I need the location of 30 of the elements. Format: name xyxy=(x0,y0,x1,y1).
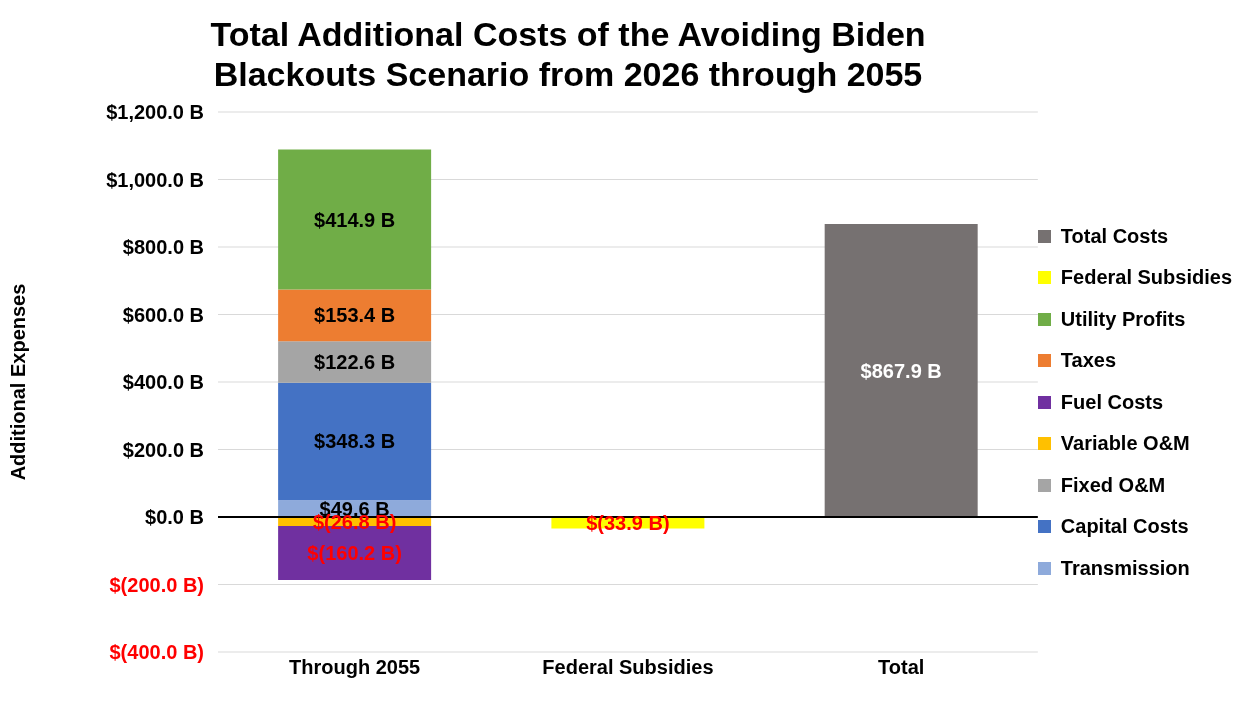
y-tick-label: $0.0 B xyxy=(145,506,204,528)
legend-label: Fixed O&M xyxy=(1060,473,1166,497)
data-label: $(33.9 B) xyxy=(586,511,670,534)
data-label: $867.9 B xyxy=(860,359,942,382)
legend-label: Federal Subsidies xyxy=(1060,266,1232,289)
legend-label: Fuel Costs xyxy=(1060,390,1164,414)
y-tick-label: $(200.0 B) xyxy=(109,573,204,596)
legend-label: Taxes xyxy=(1060,349,1117,372)
x-tick-label: Total xyxy=(878,656,925,679)
data-label: $(160.2 B) xyxy=(307,542,402,565)
x-tick-label: Federal Subsidies xyxy=(542,656,714,679)
legend-label: Capital Costs xyxy=(1060,515,1189,538)
chart-title: Total Additional Costs of the Avoiding Biden Blackouts Scenario from 2026 through 2055 xyxy=(209,14,927,95)
legend-label: Total Costs xyxy=(1060,224,1169,248)
y-tick-label: $400.0 B xyxy=(122,371,204,393)
y-tick-label: $600.0 B xyxy=(122,303,204,326)
data-label: $414.9 B xyxy=(314,208,396,231)
y-tick-label: $800.0 B xyxy=(122,236,204,258)
legend-label: Utility Profits xyxy=(1060,307,1186,331)
x-tick-label: Through 2055 xyxy=(289,656,421,679)
y-tick-label: $200.0 B xyxy=(122,438,204,461)
legend-label: Transmission xyxy=(1060,556,1190,580)
legend-label: Variable O&M xyxy=(1060,432,1190,455)
data-label: $122.6 B xyxy=(314,351,396,374)
y-tick-label: $1,000.0 B xyxy=(106,168,204,191)
y-tick-label: $(400.0 B) xyxy=(109,641,204,663)
y-tick-label: $1,200.0 B xyxy=(106,101,204,123)
data-label: $348.3 B xyxy=(314,430,396,453)
y-axis-title: Additional Expenses xyxy=(7,283,30,481)
data-label: $153.4 B xyxy=(314,304,396,327)
